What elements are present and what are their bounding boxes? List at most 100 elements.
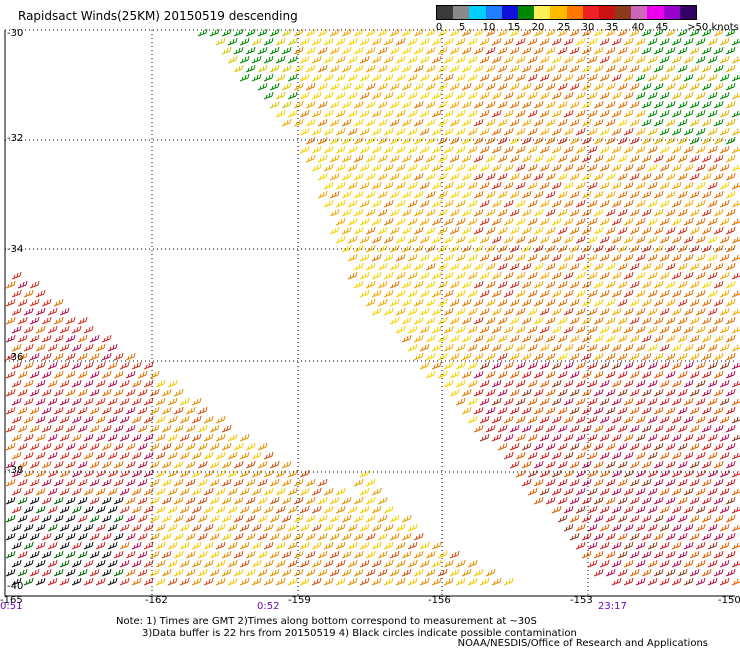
wind-barb xyxy=(575,487,586,496)
wind-barb xyxy=(689,118,700,127)
wind-barb xyxy=(503,37,514,46)
notes: Note: 1) Times are GMT 2)Times along bot… xyxy=(116,616,577,640)
wind-barb xyxy=(263,37,274,46)
wind-barb xyxy=(347,91,358,100)
wind-barb xyxy=(83,505,94,514)
wind-barb xyxy=(269,568,280,577)
wind-barb xyxy=(29,298,40,307)
wind-barb xyxy=(41,370,52,379)
wind-barb xyxy=(545,442,556,451)
wind-barb xyxy=(143,505,154,514)
wind-barb xyxy=(575,235,586,244)
wind-barb xyxy=(401,208,412,217)
wind-barb xyxy=(635,361,646,370)
wind-barb xyxy=(383,127,394,136)
wind-barb xyxy=(707,181,718,190)
wind-barb xyxy=(599,199,610,208)
legend-label: 45 xyxy=(655,22,669,33)
wind-barb xyxy=(353,280,364,289)
wind-barb xyxy=(29,424,40,433)
wind-barb xyxy=(527,289,538,298)
wind-barb xyxy=(35,397,46,406)
wind-barb xyxy=(443,145,454,154)
wind-barb xyxy=(653,280,664,289)
wind-barb xyxy=(707,469,718,478)
wind-barb xyxy=(221,424,232,433)
wind-barb xyxy=(665,424,676,433)
wind-barb xyxy=(569,388,580,397)
wind-barb xyxy=(413,568,424,577)
wind-barb xyxy=(47,361,58,370)
lat-label: -36 xyxy=(7,352,23,363)
wind-barb xyxy=(107,469,118,478)
wind-barb xyxy=(263,73,274,82)
wind-barb xyxy=(599,469,610,478)
wind-barb xyxy=(227,487,238,496)
lon-label: -162 xyxy=(145,595,168,606)
wind-barb xyxy=(173,424,184,433)
wind-barb xyxy=(497,244,508,253)
wind-barb xyxy=(653,388,664,397)
wind-barb xyxy=(713,136,724,145)
wind-barb xyxy=(665,298,676,307)
wind-barb xyxy=(713,226,724,235)
wind-barb xyxy=(395,307,406,316)
wind-barb xyxy=(677,370,688,379)
wind-barb xyxy=(335,55,346,64)
wind-barb xyxy=(443,199,454,208)
wind-barb xyxy=(671,451,682,460)
wind-barb xyxy=(155,541,166,550)
wind-barb xyxy=(65,370,76,379)
wind-barb xyxy=(617,154,628,163)
wind-barb xyxy=(263,505,274,514)
wind-barb xyxy=(713,334,724,343)
wind-barb xyxy=(599,109,610,118)
wind-barb xyxy=(551,37,562,46)
wind-barb xyxy=(647,433,658,442)
wind-barb xyxy=(659,271,670,280)
wind-barb xyxy=(647,253,658,262)
wind-barb xyxy=(341,82,352,91)
wind-barb xyxy=(677,64,688,73)
wind-barb xyxy=(377,64,388,73)
wind-barb xyxy=(137,514,148,523)
wind-barb xyxy=(641,496,652,505)
wind-barb xyxy=(149,388,160,397)
wind-barb xyxy=(653,568,664,577)
wind-barb xyxy=(377,550,388,559)
wind-barb xyxy=(293,82,304,91)
wind-barb xyxy=(665,190,676,199)
wind-barb xyxy=(677,244,688,253)
wind-barb xyxy=(557,478,568,487)
wind-barb xyxy=(395,541,406,550)
wind-barb xyxy=(527,271,538,280)
wind-barb xyxy=(41,442,52,451)
wind-barb xyxy=(689,388,700,397)
wind-barb xyxy=(23,397,34,406)
wind-barb xyxy=(491,127,502,136)
wind-barb xyxy=(347,145,358,154)
wind-barb xyxy=(575,325,586,334)
wind-barb xyxy=(107,415,118,424)
wind-barb xyxy=(455,397,466,406)
wind-barb xyxy=(611,541,622,550)
wind-barb xyxy=(269,478,280,487)
wind-barb xyxy=(707,397,718,406)
wind-barb xyxy=(515,235,526,244)
wind-barb xyxy=(59,415,70,424)
wind-barb xyxy=(599,541,610,550)
wind-barb xyxy=(119,469,130,478)
wind-barb xyxy=(371,127,382,136)
wind-barb xyxy=(419,127,430,136)
wind-barb xyxy=(155,415,166,424)
wind-barb xyxy=(263,55,274,64)
wind-barb xyxy=(227,37,238,46)
wind-barb xyxy=(413,190,424,199)
wind-barb xyxy=(539,199,550,208)
wind-barb xyxy=(299,487,310,496)
wind-barb xyxy=(623,469,634,478)
wind-barb xyxy=(515,199,526,208)
wind-barb xyxy=(125,532,136,541)
wind-barb xyxy=(389,514,400,523)
time-labels: 0:51 0:52 23:17 xyxy=(0,601,627,612)
